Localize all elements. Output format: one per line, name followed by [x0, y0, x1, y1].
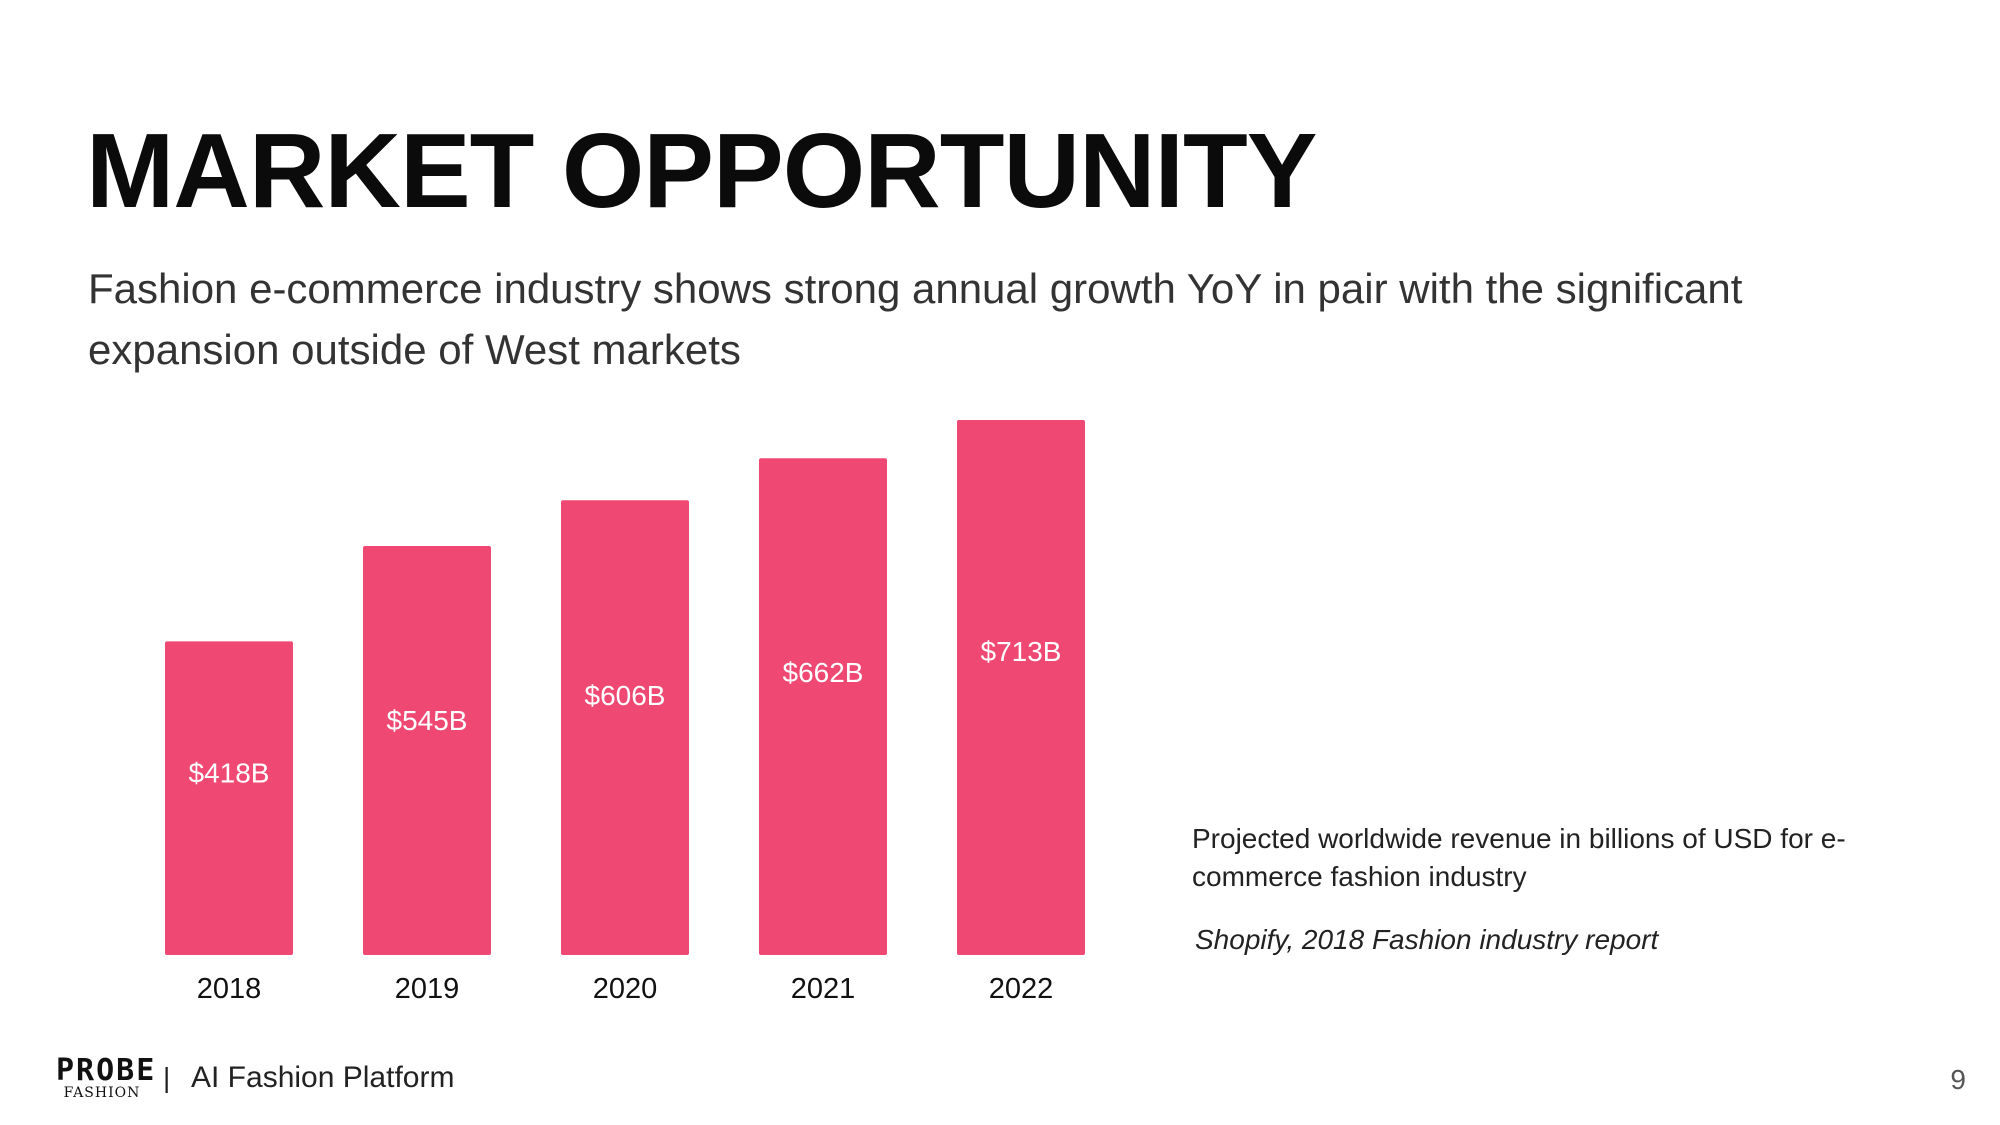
x-tick-label-2018: 2018	[197, 973, 262, 1005]
bar-value-label-2021: $662B	[783, 657, 864, 688]
x-tick-label-2020: 2020	[593, 973, 658, 1005]
bar-2019	[363, 546, 491, 955]
probe-fashion-logo: PROBE FASHION	[56, 1053, 157, 1101]
x-tick-label-2019: 2019	[395, 973, 460, 1005]
bar-value-label-2020: $606B	[585, 680, 666, 711]
bar-2021	[759, 458, 887, 955]
chart-source: Shopify, 2018 Fashion industry report	[1195, 924, 1659, 955]
bar-2018	[165, 641, 293, 955]
footer-separator: |	[163, 1062, 171, 1093]
x-tick-label-2022: 2022	[989, 973, 1054, 1005]
bar-2022	[957, 420, 1085, 955]
logo-wordmark: PROBE	[56, 1053, 157, 1088]
slide-title: MARKET OPPORTUNITY	[86, 112, 1317, 230]
bar-value-label-2019: $545B	[387, 705, 468, 736]
chart-caption: Projected worldwide revenue in billions …	[1192, 823, 1846, 892]
slide-subtitle: Fashion e-commerce industry shows strong…	[88, 265, 1743, 373]
bar-value-label-2022: $713B	[981, 636, 1062, 667]
footer-tagline: AI Fashion Platform	[191, 1061, 455, 1094]
x-tick-label-2021: 2021	[791, 973, 856, 1005]
logo-subtext: FASHION	[63, 1085, 141, 1101]
bar-2020	[561, 500, 689, 955]
bar-value-label-2018: $418B	[189, 757, 270, 788]
page-number: 9	[1950, 1064, 1966, 1095]
